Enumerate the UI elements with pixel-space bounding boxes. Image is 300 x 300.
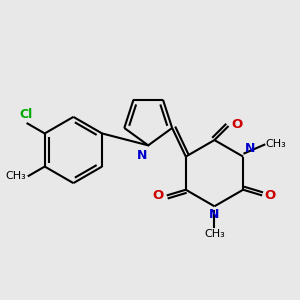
Text: N: N (136, 149, 147, 162)
Text: N: N (209, 208, 220, 221)
Text: CH₃: CH₃ (204, 230, 225, 239)
Text: O: O (153, 189, 164, 202)
Text: CH₃: CH₃ (266, 139, 286, 149)
Text: O: O (265, 189, 276, 202)
Text: O: O (231, 118, 242, 131)
Text: N: N (245, 142, 256, 155)
Text: CH₃: CH₃ (5, 171, 26, 181)
Text: Cl: Cl (20, 108, 33, 121)
